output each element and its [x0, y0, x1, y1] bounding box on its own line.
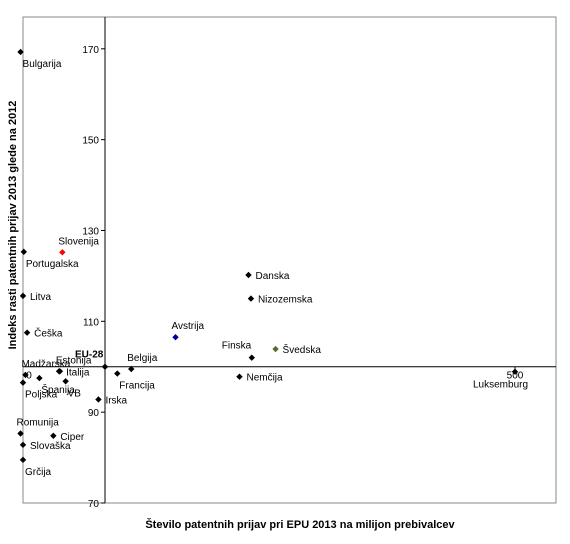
data-point-portugalska: [20, 248, 28, 256]
plot-frame: [22, 16, 557, 504]
data-point-slovaska: [19, 441, 27, 449]
data-point-slovenija: [59, 249, 66, 256]
y-axis-title: Indeks rasti patentnih prijav 2013 glede…: [7, 101, 19, 350]
y-tick-label: 70: [88, 499, 100, 510]
data-point-belgija: [128, 365, 135, 373]
data-label-irska: Irska: [105, 395, 127, 406]
data-label-danska: Danska: [256, 271, 290, 282]
x-axis-title: Število patentnih prijav pri EPU 2013 na…: [145, 518, 455, 531]
data-label-eu-28: EU-28: [75, 350, 104, 361]
axes: [23, 17, 556, 504]
data-label-estonija: Estonija: [56, 355, 92, 366]
y-tick-label: 110: [83, 317, 99, 328]
data-point-madzarska: [22, 371, 29, 379]
data-point-ciper: [50, 432, 57, 439]
data-label-ciper: Ciper: [60, 432, 85, 443]
data-point-ceska: [23, 329, 31, 336]
data-point-luksemburg: [511, 368, 519, 375]
data-point-danska: [245, 271, 252, 279]
data-label-belgija: Belgija: [127, 353, 157, 364]
data-label-grcija: Grčija: [25, 467, 52, 478]
data-point-irska: [95, 396, 102, 403]
data-label-portugalska: Portugalska: [26, 259, 79, 270]
data-label-avstrija: Avstrija: [172, 321, 205, 332]
x-tick-label: 500: [507, 371, 524, 382]
data-label-nizozemska: Nizozemska: [258, 295, 313, 306]
data-label-vb: VB: [68, 388, 82, 399]
data-label-nemcija: Nemčija: [246, 373, 283, 384]
data-point-finska: [248, 354, 255, 361]
data-points: [17, 48, 519, 464]
y-tick-label: 150: [82, 136, 99, 147]
y-tick-label: 90: [88, 408, 100, 419]
data-label-spanija: Španija: [41, 383, 75, 396]
data-label-francija: Francija: [119, 381, 155, 392]
data-label-litva: Litva: [30, 292, 52, 303]
data-label-madzarska: Madžarska: [21, 359, 70, 370]
x-tick-label: 0: [26, 371, 32, 382]
data-label-bulgarija: Bulgarija: [23, 59, 62, 70]
data-point-svedska: [272, 345, 279, 353]
data-point-italija: [55, 368, 63, 375]
tick-labels: 70 90 110 130 150 170 0 500: [26, 45, 524, 510]
data-point-eu-28: [101, 363, 109, 370]
data-point-nizozemska: [247, 295, 255, 302]
data-point-francija: [114, 370, 121, 377]
data-label-slovenija: Slovenija: [58, 236, 99, 247]
data-label-poljska: Poljska: [25, 390, 58, 401]
data-point-romunija: [17, 430, 24, 437]
data-labels: Bulgarija Slovenija Portugalska Litva Češka E…: [17, 59, 528, 478]
data-point-avstrija: [172, 334, 179, 341]
data-label-slovaska: Slovaška: [30, 441, 71, 452]
data-point-bulgarija: [17, 48, 24, 56]
y-tick-label: 170: [82, 45, 99, 56]
data-point-litva: [19, 292, 27, 300]
y-tick-label: 130: [82, 226, 99, 237]
data-point-nemcija: [236, 373, 243, 380]
data-label-finska: Finska: [222, 341, 252, 352]
data-label-romunija: Romunija: [17, 418, 60, 429]
data-label-italija: Italija: [66, 367, 90, 378]
data-label-ceska: Češka: [34, 327, 63, 340]
data-label-svedska: Švedska: [283, 343, 322, 356]
plot-border: [22, 16, 557, 504]
data-point-grcija: [19, 456, 27, 464]
data-point-vb: [62, 378, 69, 385]
data-label-luksemburg: Luksemburg: [473, 380, 528, 391]
data-point-poljska: [19, 379, 27, 386]
data-point-spanija: [36, 374, 43, 382]
